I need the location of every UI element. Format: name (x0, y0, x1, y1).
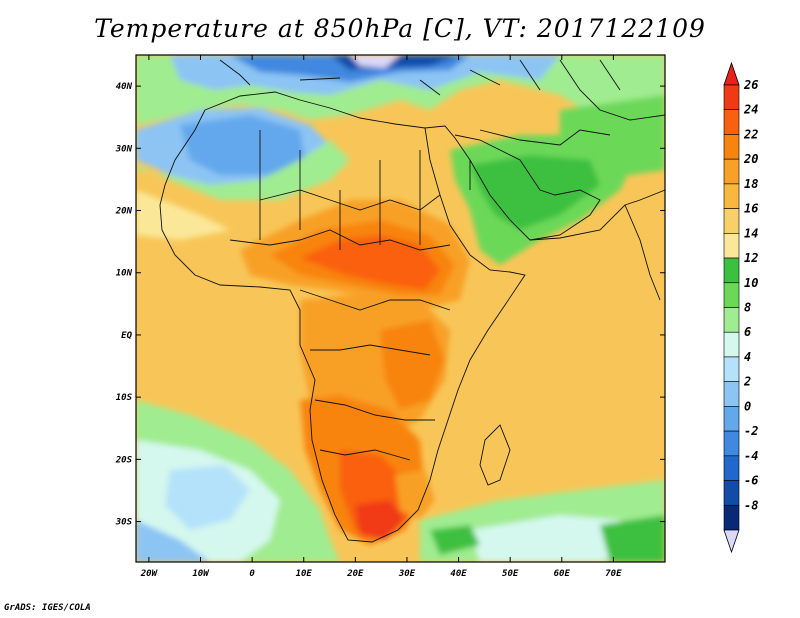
lat-label: 30N (115, 144, 133, 154)
colorbar-label: 16 (744, 202, 758, 216)
lon-label: 40E (450, 569, 467, 579)
colorbar-bin (723, 183, 740, 209)
lon-label: 30E (398, 569, 416, 579)
colorbar-bin (723, 430, 740, 457)
colorbar-bin (723, 208, 740, 234)
colorbar-label: 22 (743, 127, 758, 141)
footer-credit: GrADS: IGES/COLA (4, 603, 91, 613)
colorbar-label: -6 (744, 474, 758, 488)
colorbar-bin (723, 331, 740, 358)
colorbar-bin (723, 134, 740, 160)
colorbar-bottom-arrow (723, 529, 740, 554)
coastlines (159, 59, 665, 543)
colorbar-bin (723, 233, 740, 259)
longitude-axis: 20W 10W 0 10E 20E 30E 40E 50E 60E 70E (140, 55, 622, 579)
map-title: Temperature at 850hPa [C], VT: 201712210… (94, 14, 706, 43)
colorbar-label: 26 (743, 78, 758, 92)
colorbar-label: -2 (744, 424, 758, 438)
colorbar-label: 4 (744, 350, 751, 364)
colorbar-label: -4 (744, 449, 758, 463)
colorbar-bin (723, 109, 740, 135)
colorbar-bin (723, 282, 740, 308)
colorbar-bin (723, 480, 740, 506)
colorbar-label: 24 (743, 103, 758, 117)
lon-label: 60E (554, 569, 571, 579)
colorbar-label: 12 (744, 251, 758, 265)
colorbar-bin (723, 455, 740, 481)
colorbar-bin (723, 356, 740, 382)
colorbar-bin (723, 381, 740, 407)
latitude-axis: 40N 30N 20N 10N EQ 10S 20S 30S (115, 82, 665, 528)
temperature-field (136, 55, 665, 562)
colorbar-label: 6 (744, 325, 751, 339)
lat-label: 10N (116, 269, 133, 279)
colorbar-label: -8 (744, 498, 758, 512)
colorbar-bin (723, 307, 740, 333)
lon-label: 10W (192, 569, 210, 579)
lat-label: 40N (116, 82, 133, 92)
lat-label: 30S (115, 518, 133, 528)
lon-label: 70E (605, 569, 622, 579)
colorbar-label: 8 (744, 301, 751, 315)
colorbar-label: 10 (744, 276, 758, 290)
lon-label: 0 (249, 569, 255, 579)
colorbar-label: 14 (744, 226, 758, 240)
colorbar-bin (723, 257, 740, 284)
lon-label: 50E (502, 569, 519, 579)
lat-label: 20S (115, 455, 133, 465)
colorbar-label: 20 (743, 152, 758, 166)
lat-label: EQ (121, 331, 132, 341)
lon-label: 20E (346, 569, 364, 579)
lon-label: 10E (296, 569, 313, 579)
lat-label: 20N (115, 207, 133, 217)
colorbar-top-arrow (723, 61, 740, 86)
colorbar-bin (723, 406, 740, 432)
colorbar-label: 18 (744, 177, 758, 191)
colorbar-label: 2 (743, 375, 751, 389)
colorbar-bin (723, 84, 740, 111)
colorbar-bin (723, 504, 740, 531)
colorbar-bin (723, 158, 740, 185)
plot-frame (135, 54, 666, 563)
colorbar-label: 0 (744, 399, 751, 413)
lat-label: 10S (116, 393, 133, 403)
lon-label: 20W (140, 569, 159, 579)
